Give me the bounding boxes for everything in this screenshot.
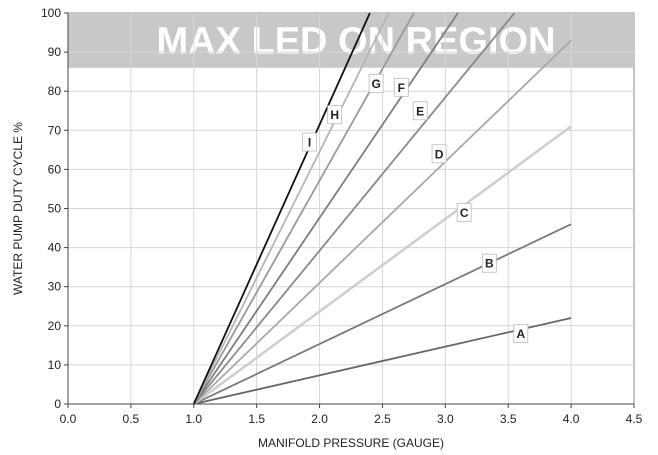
series-label-f: F (398, 81, 405, 95)
series-label-b: B (485, 257, 494, 271)
series-label-box-e (412, 101, 428, 121)
y-tick-label: 30 (48, 280, 62, 294)
x-tick-label: 0.0 (60, 412, 77, 426)
series-line-b (193, 223, 572, 405)
y-tick-label: 20 (48, 319, 62, 333)
x-axis-title: MANIFOLD PRESSURE (GAUGE) (258, 436, 444, 450)
x-tick-label: 2.5 (374, 412, 391, 426)
series-label-box-b (481, 253, 497, 273)
series-label-d: D (435, 147, 444, 161)
x-tick-label: 4.5 (626, 412, 643, 426)
y-tick-label: 40 (48, 241, 62, 255)
series-line-e (193, 12, 516, 405)
x-tick-label: 2.0 (311, 412, 328, 426)
series-line-c (193, 125, 572, 406)
series-label-e: E (416, 104, 424, 118)
x-tick-label: 4.0 (563, 412, 580, 426)
series-label-a: A (516, 327, 525, 341)
series-label-box-a (513, 324, 529, 344)
series-line-i (192, 12, 371, 405)
series-label-c: C (460, 206, 469, 220)
series-line-f (193, 12, 459, 405)
y-axis-title: WATER PUMP DUTY CYCLE % (11, 122, 25, 295)
y-tick-label: 90 (48, 45, 62, 59)
series-label-h: H (330, 108, 339, 122)
x-tick-label: 1.5 (248, 412, 265, 426)
series-label-i: I (308, 136, 311, 150)
series-line-a (193, 317, 572, 405)
x-tick-label: 0.5 (123, 412, 140, 426)
series-line-h (192, 12, 390, 405)
x-tick-label: 3.0 (437, 412, 454, 426)
y-tick-label: 0 (54, 397, 61, 411)
y-tick-label: 80 (48, 84, 62, 98)
x-tick-label: 3.5 (500, 412, 517, 426)
series-label-box-h (327, 105, 343, 125)
y-tick-label: 100 (41, 6, 61, 20)
series-label-box-f (393, 77, 409, 97)
max-led-on-region (68, 13, 634, 68)
series-label-box-c (456, 203, 472, 222)
x-tick-label: 1.0 (185, 412, 202, 426)
series-label-box-g (368, 73, 384, 93)
y-tick-label: 10 (48, 358, 62, 372)
y-tick-label: 50 (48, 202, 62, 216)
series-label-box-i (302, 132, 317, 152)
y-tick-label: 70 (48, 123, 62, 137)
series-line-d (193, 39, 572, 405)
series-label-g: G (371, 77, 380, 91)
y-tick-label: 60 (48, 162, 62, 176)
series-label-box-d (431, 144, 447, 164)
